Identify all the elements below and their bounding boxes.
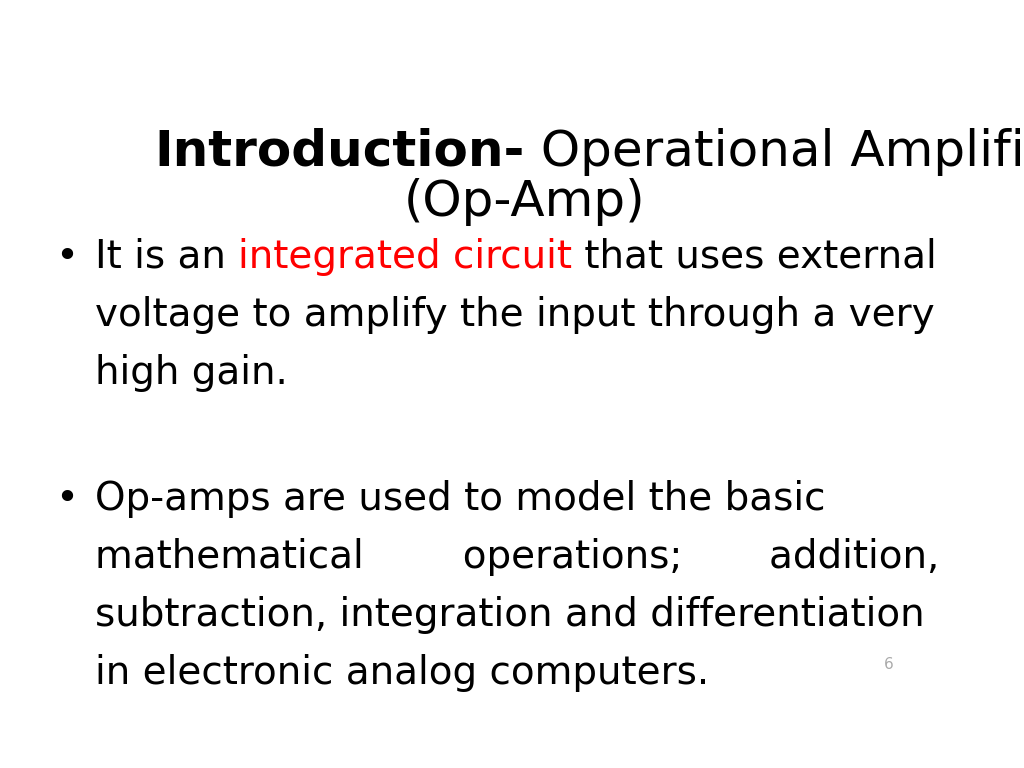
Text: Op-amps are used to model the basic: Op-amps are used to model the basic xyxy=(95,480,825,518)
Text: that uses external: that uses external xyxy=(572,238,937,276)
Text: high gain.: high gain. xyxy=(95,354,288,392)
Text: Introduction-: Introduction- xyxy=(155,127,524,176)
Text: voltage to amplify the input through a very: voltage to amplify the input through a v… xyxy=(95,296,935,334)
Text: (Op-Amp): (Op-Amp) xyxy=(404,178,645,226)
Text: It is an: It is an xyxy=(95,238,239,276)
Text: subtraction, integration and differentiation: subtraction, integration and differentia… xyxy=(95,596,925,634)
Text: •: • xyxy=(55,480,78,518)
Text: integrated circuit: integrated circuit xyxy=(239,238,572,276)
Text: mathematical        operations;       addition,: mathematical operations; addition, xyxy=(95,538,939,576)
Text: in electronic analog computers.: in electronic analog computers. xyxy=(95,654,710,692)
Text: 6: 6 xyxy=(884,657,894,672)
Text: •: • xyxy=(55,238,78,276)
Text: Operational Amplifier: Operational Amplifier xyxy=(524,127,1024,176)
